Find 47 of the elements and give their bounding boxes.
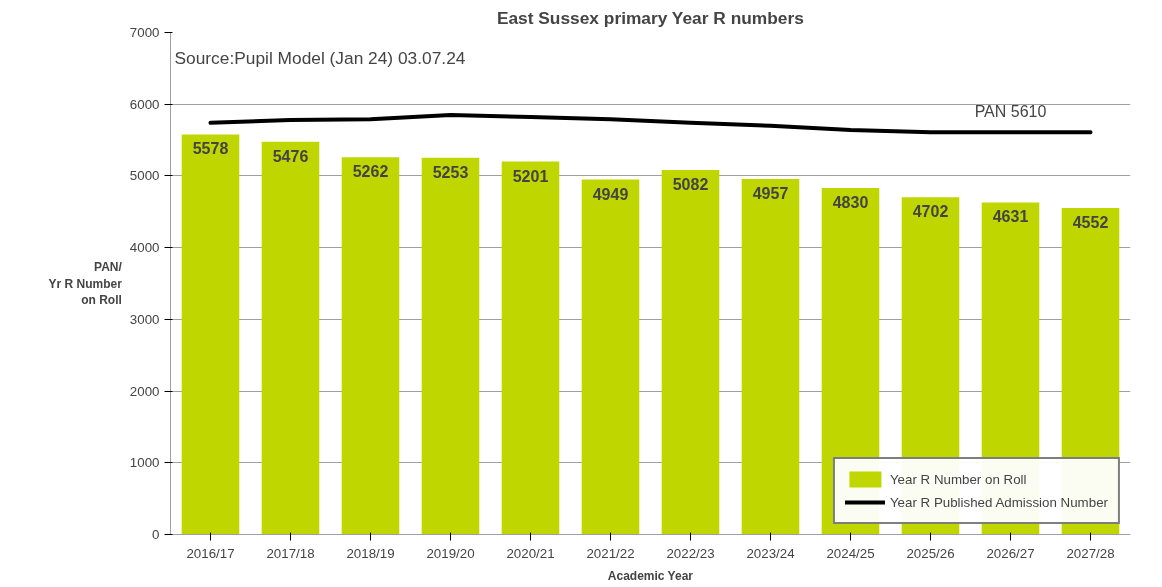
data-label: 4949: [592, 185, 629, 203]
data-label: 4631: [992, 208, 1029, 226]
bar: [261, 141, 320, 535]
bar: [341, 157, 400, 535]
y-tick-label: 4000: [129, 240, 160, 256]
data-label: 4957: [752, 185, 789, 203]
x-tick-label: 2026/27: [986, 545, 1035, 561]
annotation: Source:Pupil Model (Jan 24) 03.07.24: [174, 47, 466, 68]
x-tick-label: 2027/28: [1066, 545, 1115, 561]
x-tick-label: 2024/25: [826, 545, 875, 561]
data-label: 5476: [272, 147, 309, 165]
x-tick-label: 2025/26: [906, 545, 955, 561]
bar: [741, 179, 800, 535]
data-label: 4702: [912, 203, 949, 221]
y-tick-label: 1000: [129, 455, 160, 471]
chart-title: East Sussex primary Year R numbers: [496, 7, 804, 28]
x-tick-label: 2023/24: [746, 545, 796, 561]
y-tick-label: 6000: [129, 96, 160, 112]
x-tick-label: 2022/23: [666, 545, 715, 561]
data-label: 4830: [832, 194, 869, 212]
y-tick-label: 3000: [129, 311, 160, 327]
x-tick-label: 2021/22: [586, 545, 635, 561]
y-axis-title: PAN/ Yr R Number on Roll: [48, 259, 123, 308]
bar: [421, 157, 480, 535]
x-axis-title: Academic Year: [607, 568, 694, 583]
x-tick-label: 2020/21: [506, 545, 555, 561]
data-label: 5201: [512, 167, 549, 185]
x-tick-label: 2018/19: [346, 545, 395, 561]
bar: [581, 179, 640, 535]
x-tick-label: 2019/20: [426, 545, 475, 561]
x-tick-label: 2016/17: [186, 545, 235, 561]
x-tick-label: 2017/18: [266, 545, 315, 561]
legend-label: Year R Number on Roll: [889, 471, 1027, 487]
legend-label: Year R Published Admission Number: [889, 494, 1108, 510]
y-tick-label: 2000: [129, 383, 160, 399]
data-label: 4552: [1072, 214, 1109, 232]
bar: [661, 170, 720, 535]
data-label: 5082: [672, 176, 709, 194]
y-tick-label: 5000: [129, 168, 160, 184]
data-label: 5262: [352, 163, 389, 181]
bar: [181, 134, 240, 535]
y-tick-label: 7000: [129, 25, 160, 40]
y-tick-label: 0: [152, 527, 160, 542]
data-label: 5253: [432, 163, 469, 181]
data-label: 5578: [192, 140, 229, 158]
bar: [501, 161, 560, 535]
annotation: PAN 5610: [974, 103, 1047, 121]
